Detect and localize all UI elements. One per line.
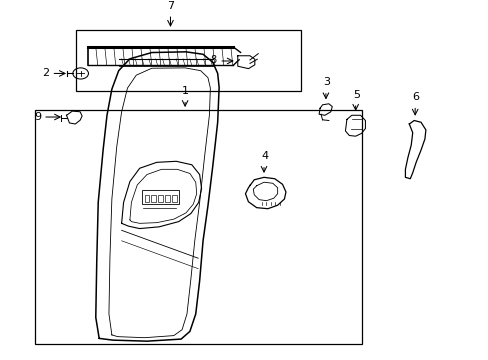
Text: 6: 6: [412, 92, 419, 102]
Bar: [35, 110, 361, 343]
Bar: [144, 195, 149, 202]
Bar: [165, 195, 170, 202]
Text: 9: 9: [34, 112, 41, 122]
Bar: [142, 190, 178, 204]
Bar: [151, 195, 156, 202]
Text: 1: 1: [181, 86, 188, 96]
Text: 3: 3: [323, 77, 330, 87]
Text: 2: 2: [42, 68, 49, 78]
Bar: [158, 195, 163, 202]
Bar: [76, 30, 300, 91]
Text: 7: 7: [166, 1, 174, 11]
Text: 5: 5: [352, 90, 360, 100]
Text: 4: 4: [261, 151, 268, 161]
Text: 8: 8: [210, 55, 216, 65]
Bar: [172, 195, 177, 202]
